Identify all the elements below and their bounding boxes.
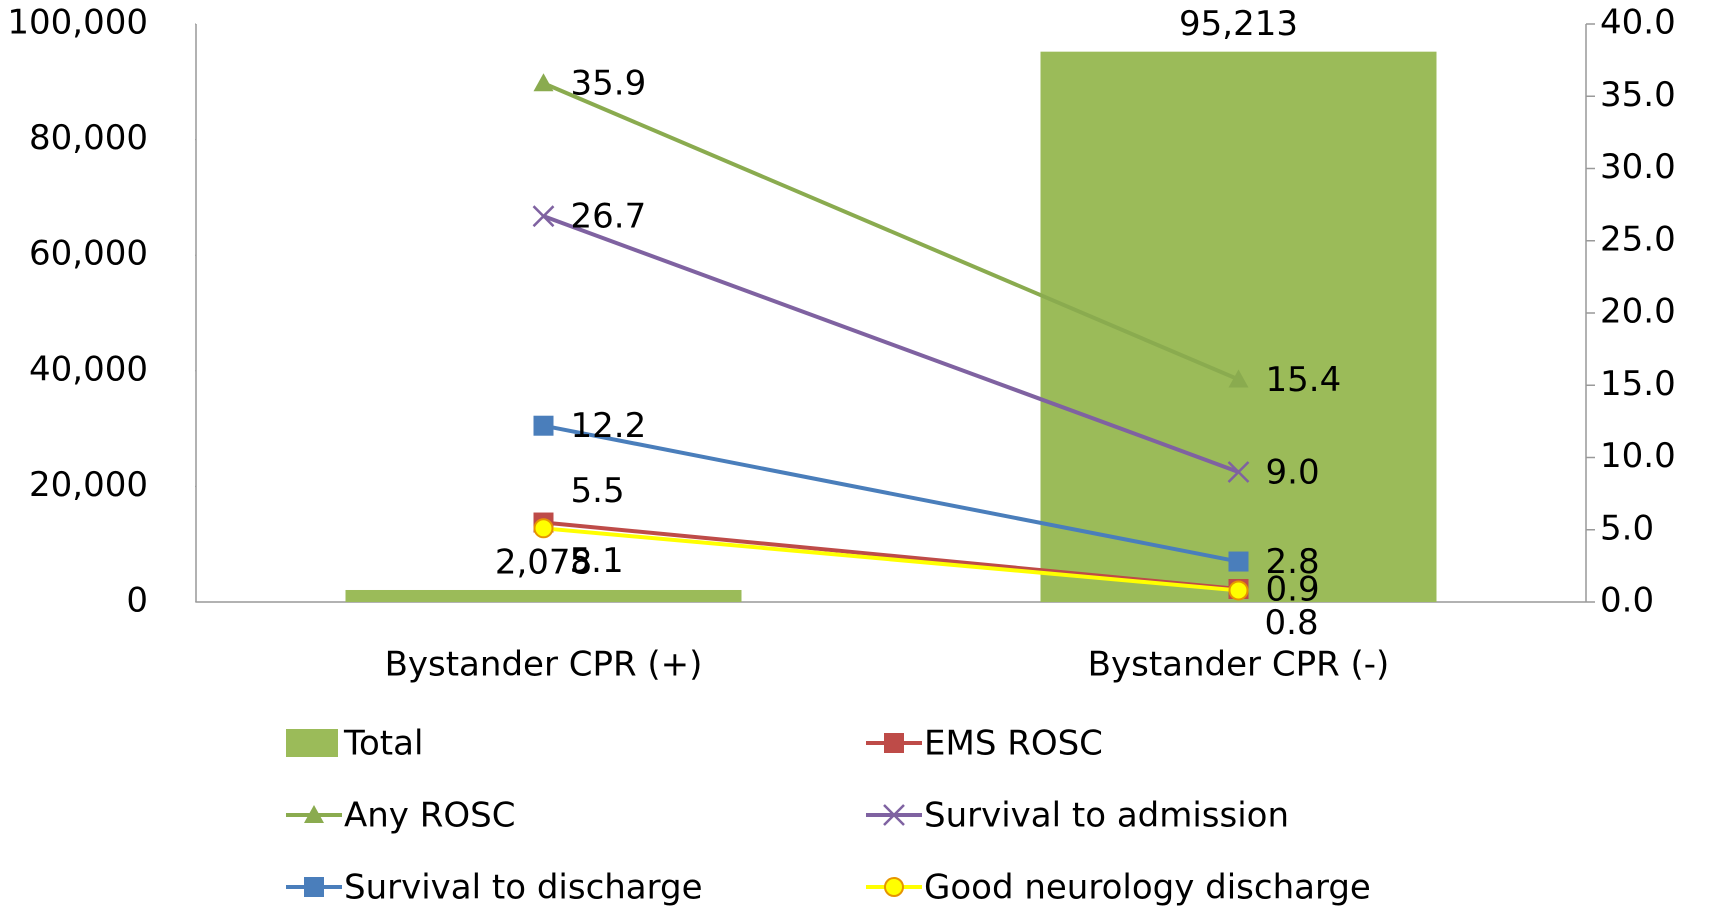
marker [1228, 551, 1249, 572]
y2-tick-label: 30.0 [1600, 147, 1676, 187]
marker [533, 73, 554, 92]
legend-marker [884, 877, 904, 897]
y-tick-label: 80,000 [29, 118, 148, 158]
y-tick-label: 20,000 [29, 465, 148, 505]
legend-label: Any ROSC [344, 796, 515, 836]
marker [532, 205, 555, 228]
legend-label: Survival to admission [924, 796, 1289, 836]
y-tick-label: 40,000 [29, 349, 148, 389]
line-value-label: 5.1 [570, 541, 624, 581]
line [542, 214, 1240, 474]
line-value-label: 9.0 [1266, 452, 1320, 492]
legend-label: EMS ROSC [924, 724, 1103, 764]
marker [533, 518, 554, 539]
line-value-label: 12.2 [571, 406, 647, 446]
line [543, 520, 1239, 591]
y-tick-label: 100,000 [7, 3, 148, 43]
line-value-label: 35.9 [571, 64, 647, 104]
bar [345, 589, 742, 602]
x-tick-label: Bystander CPR (+) [385, 645, 703, 685]
y2-tick-label: 20.0 [1600, 292, 1676, 332]
line [542, 81, 1240, 382]
legend-item: Total [286, 724, 423, 764]
legend-swatch [286, 729, 338, 757]
y-tick-label: 60,000 [29, 234, 148, 274]
legend-item: EMS ROSC [866, 724, 1103, 764]
y2-tick-label: 5.0 [1600, 508, 1654, 548]
bar [1040, 51, 1437, 602]
y2-tick-label: 0.0 [1600, 581, 1654, 621]
y-tick-label: 0 [126, 581, 148, 621]
marker [1227, 461, 1250, 483]
line-value-label: 0.9 [1266, 569, 1320, 609]
legend-item: Survival to admission [866, 796, 1289, 836]
legend-marker [883, 804, 905, 826]
y2-tick-label: 15.0 [1600, 364, 1676, 404]
y2-tick-label: 10.0 [1600, 436, 1676, 476]
y2-tick-label: 25.0 [1600, 219, 1676, 259]
legend-item: Good neurology discharge [866, 868, 1371, 908]
line [543, 423, 1239, 564]
y2-tick-label: 40.0 [1600, 3, 1676, 43]
legend-marker [304, 805, 324, 823]
x-tick-label: Bystander CPR (-) [1088, 645, 1390, 685]
legend-label: Survival to discharge [344, 868, 703, 908]
marker [1228, 580, 1249, 601]
legend-item: Survival to discharge [286, 868, 703, 908]
line-value-label: 0.8 [1265, 603, 1319, 643]
legend-marker [884, 733, 904, 753]
bar-value-label: 95,213 [1179, 4, 1298, 44]
y2-tick-label: 35.0 [1600, 75, 1676, 115]
line-value-label: 5.5 [571, 471, 625, 511]
line [543, 526, 1239, 593]
legend-label: Good neurology discharge [924, 868, 1371, 908]
bar-value-label: 2,078 [495, 542, 592, 582]
legend-item: Any ROSC [286, 796, 515, 836]
legend-label: Total [343, 724, 423, 764]
line-value-label: 26.7 [571, 197, 647, 237]
line-value-label: 2.8 [1266, 542, 1320, 582]
marker [533, 415, 554, 436]
legend-marker [304, 877, 324, 897]
line-value-label: 15.4 [1266, 360, 1342, 400]
marker [1228, 369, 1249, 388]
